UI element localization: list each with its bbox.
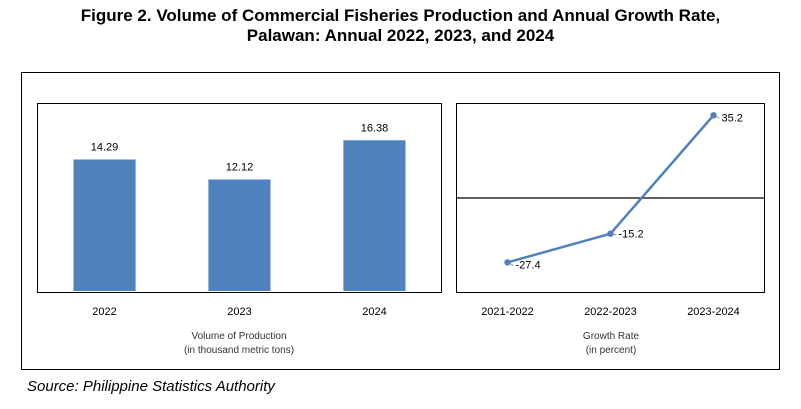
figure-title-line2: Palawan: Annual 2022, 2023, and 2024	[246, 26, 555, 45]
figure-title-line1: Figure 2. Volume of Commercial Fisheries…	[80, 6, 721, 25]
growth-data-label: 35.2	[722, 112, 743, 124]
line-tick-label: 2023-2024	[687, 306, 740, 318]
bar-tick-label: 2023	[227, 306, 251, 318]
leader-line	[610, 233, 617, 236]
bar-data-label: 12.12	[226, 162, 254, 174]
bar-2023	[208, 179, 271, 291]
figure-title: Figure 2. Volume of Commercial Fisheries…	[0, 6, 801, 46]
growth-rate-line-chart: -27.4 -15.2 35.2 2021-2022 2022-2023 2023-20…	[456, 103, 765, 356]
leader-line	[507, 262, 514, 266]
bar-tick-label: 2024	[362, 306, 386, 318]
figure-frame	[21, 72, 780, 370]
production-bar-chart: 14.29 12.12 16.38 2022 2023 2024 Volume of P…	[37, 103, 442, 356]
line-axis-title-line1: Growth Rate	[583, 331, 640, 342]
bar-axis-title-line1: Volume of Production	[191, 331, 286, 342]
leader-line	[713, 114, 720, 119]
line-axis-title-line2: (in percent)	[586, 345, 637, 356]
growth-point-2023-2024	[710, 112, 717, 119]
line-tick-label: 2022-2023	[584, 306, 637, 318]
source-note: Source: Philippine Statistics Authority	[27, 378, 275, 395]
bar-axis-title-line2: (in thousand metric tons)	[184, 345, 294, 356]
growth-data-label: -27.4	[516, 259, 541, 271]
line-tick-label: 2021-2022	[481, 306, 534, 318]
bar-data-label: 16.38	[361, 122, 389, 134]
bar-data-label: 14.29	[91, 142, 119, 154]
growth-data-label: -15.2	[619, 229, 644, 241]
bar-2024	[343, 140, 406, 291]
bar-tick-label: 2022	[92, 306, 116, 318]
bar-2022	[73, 159, 136, 291]
